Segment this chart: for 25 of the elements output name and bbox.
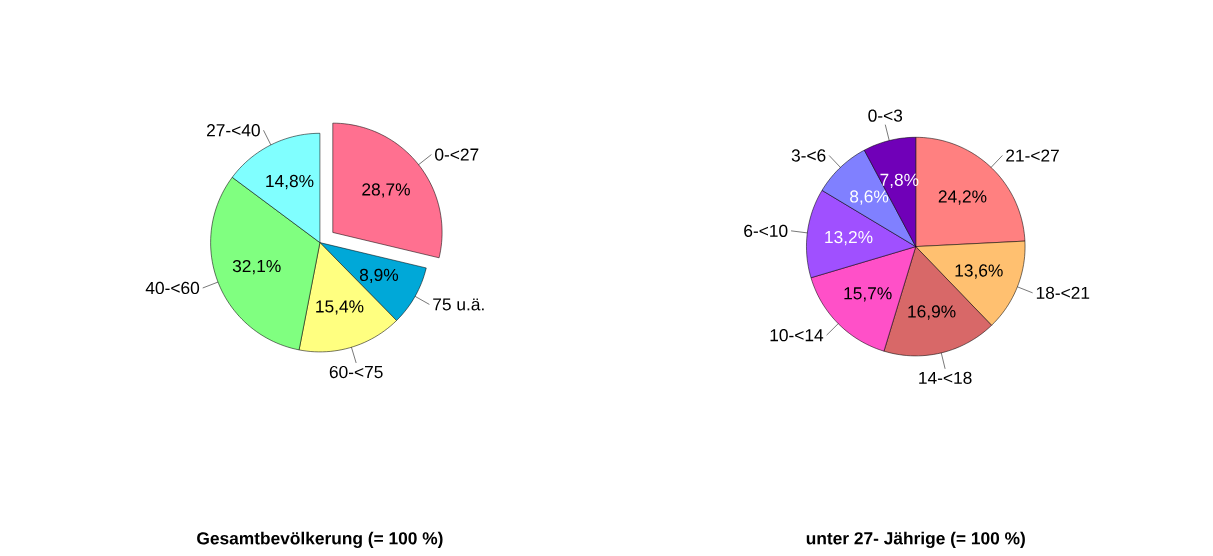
text: unter 27- Jährige (= 100 %) (806, 531, 1025, 549)
slice-label: 3-<6 (791, 149, 826, 162)
slice-label: 40-<60 (145, 281, 200, 295)
slice-label: 18-<21 (1036, 286, 1090, 300)
slice-label: 14-<18 (919, 371, 972, 385)
data-label: 13,2% (825, 231, 873, 246)
data-label: 28,7% (362, 183, 410, 198)
data-label: 15,4% (316, 300, 364, 315)
slice-label: 0-<27 (435, 148, 479, 161)
data-label: 32,1% (232, 259, 281, 275)
data-label: 8,9% (359, 268, 399, 284)
slice-label: 0-<3 (868, 109, 903, 122)
data-label: 24,2% (938, 190, 987, 205)
data-label: 14,8% (266, 174, 314, 190)
slice-label: 10-<14 (770, 329, 824, 342)
slice-label: 27-<40 (207, 124, 260, 137)
text: Gesamtbevölkerung (= 100 %) (197, 531, 443, 549)
slice-label: 21-<27 (1006, 149, 1059, 162)
data-label: 15,7% (844, 287, 892, 302)
data-label: 8,6% (850, 190, 889, 205)
slice-label: 6-<10 (744, 224, 788, 238)
slice-label: 60-<75 (329, 365, 383, 379)
data-label: 13,6% (955, 264, 1003, 279)
slice-label: 75 u.ä. (433, 298, 484, 311)
data-label: 16,9% (908, 305, 956, 320)
